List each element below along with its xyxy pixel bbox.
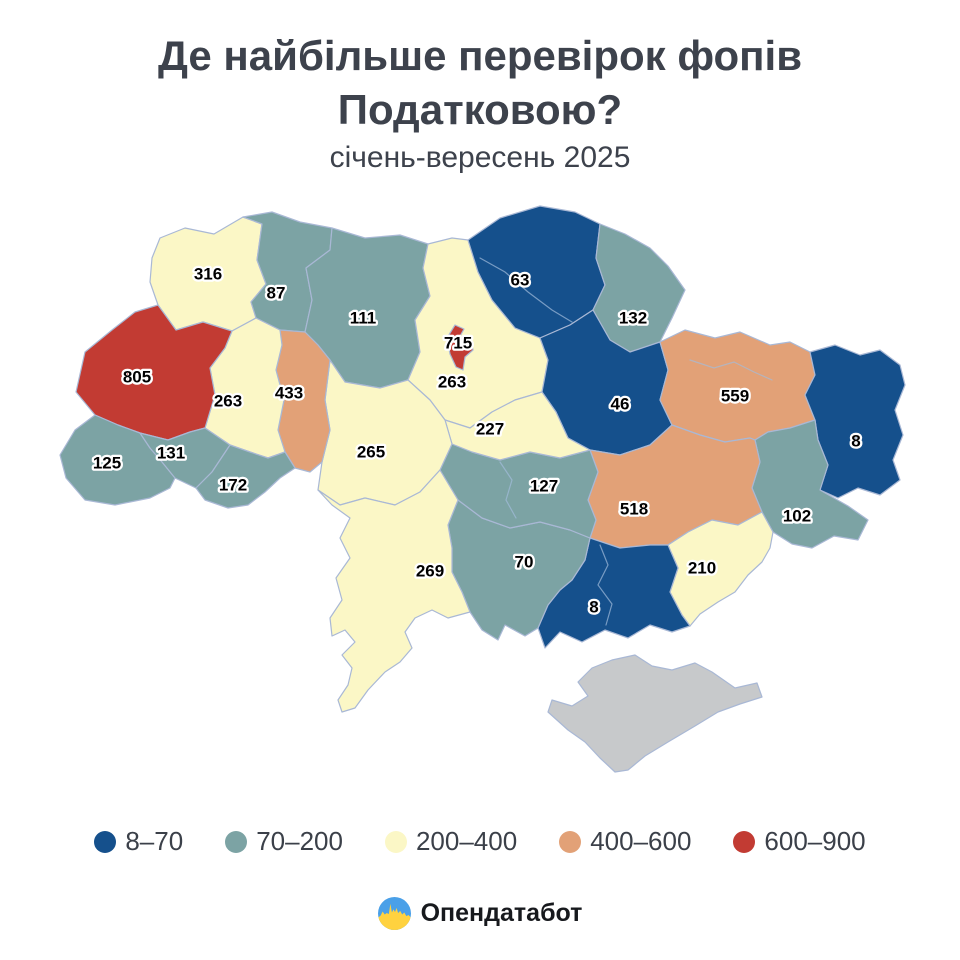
- map-regions: [59, 205, 906, 773]
- region-value-label: 172: [219, 476, 247, 495]
- region-value-label: 132: [619, 309, 647, 328]
- legend-label: 400–600: [590, 826, 692, 856]
- legend-swatch-icon: [733, 830, 756, 853]
- legend-label: 200–400: [415, 826, 518, 856]
- legend-item-bin-5: 600–900: [733, 826, 866, 857]
- legend-label: 70–200: [256, 826, 343, 856]
- region-value-label: 46: [611, 395, 630, 414]
- region-value-label: 805: [123, 368, 151, 387]
- region-value-label: 102: [783, 507, 811, 526]
- river-line: [597, 544, 613, 626]
- region-value-label: 316: [194, 265, 222, 284]
- region-value-label: 87: [267, 284, 286, 303]
- region-value-label: 111: [350, 309, 377, 328]
- region-value-label: 263: [214, 392, 242, 411]
- logo-wordmark: Опендатабот: [420, 899, 583, 927]
- region-value-label: 265: [357, 443, 385, 462]
- legend-swatch-icon: [94, 830, 117, 853]
- region-sumy: [592, 223, 686, 353]
- region-value-label: 131: [157, 444, 185, 463]
- page-title-line1: Де найбільше перевірок фопів: [157, 32, 803, 79]
- region-value-label: 518: [620, 500, 648, 519]
- region-crimea: [547, 654, 763, 773]
- legend-swatch-icon: [384, 830, 407, 853]
- region-kyiv-city: [446, 324, 474, 371]
- region-value-labels: 316 87 111 263 715 63 132 46 559 8 102 518 210 8 70 127…: [91, 262, 863, 619]
- footer-branding: Опендатабот: [0, 897, 960, 930]
- region-value-label: 263: [438, 373, 466, 392]
- region-cherkasy: [444, 391, 591, 461]
- region-chernivtsi: [195, 444, 296, 509]
- page-title-line2: Податковою?: [337, 86, 623, 133]
- opendatabot-flag-circle-icon: [377, 897, 411, 930]
- region-value-label: 210: [688, 559, 716, 578]
- legend-swatch-icon: [559, 830, 582, 853]
- region-value-label: 63: [511, 271, 530, 290]
- region-value-label: 127: [530, 477, 558, 496]
- region-odesa: [317, 469, 471, 713]
- legend-item-bin-1: 8–70: [94, 826, 183, 857]
- region-value-label: 125: [93, 454, 121, 473]
- region-value-label: 8: [589, 598, 598, 617]
- river-line: [479, 257, 573, 323]
- legend-label: 8–70: [125, 826, 184, 856]
- river-line: [499, 461, 517, 519]
- legend-item-bin-3: 200–400: [384, 826, 518, 857]
- page-subtitle: січень-вересень 2025: [329, 141, 631, 174]
- region-value-label: 559: [721, 387, 749, 406]
- legend-item-bin-2: 70–200: [225, 826, 343, 857]
- map-rivers: [479, 257, 773, 626]
- region-value-label: 8: [851, 432, 860, 451]
- legend: 8–70 70–200 200–400 400–600 600–900: [0, 826, 960, 857]
- region-value-label: 227: [476, 420, 504, 439]
- legend-label: 600–900: [764, 826, 866, 856]
- region-value-label: 269: [416, 562, 444, 581]
- region-value-label: 70: [515, 553, 534, 572]
- legend-swatch-icon: [225, 830, 248, 853]
- region-value-label: 433: [275, 384, 303, 403]
- region-value-label: 715: [444, 334, 472, 353]
- river-line: [689, 359, 773, 381]
- legend-item-bin-4: 400–600: [559, 826, 691, 857]
